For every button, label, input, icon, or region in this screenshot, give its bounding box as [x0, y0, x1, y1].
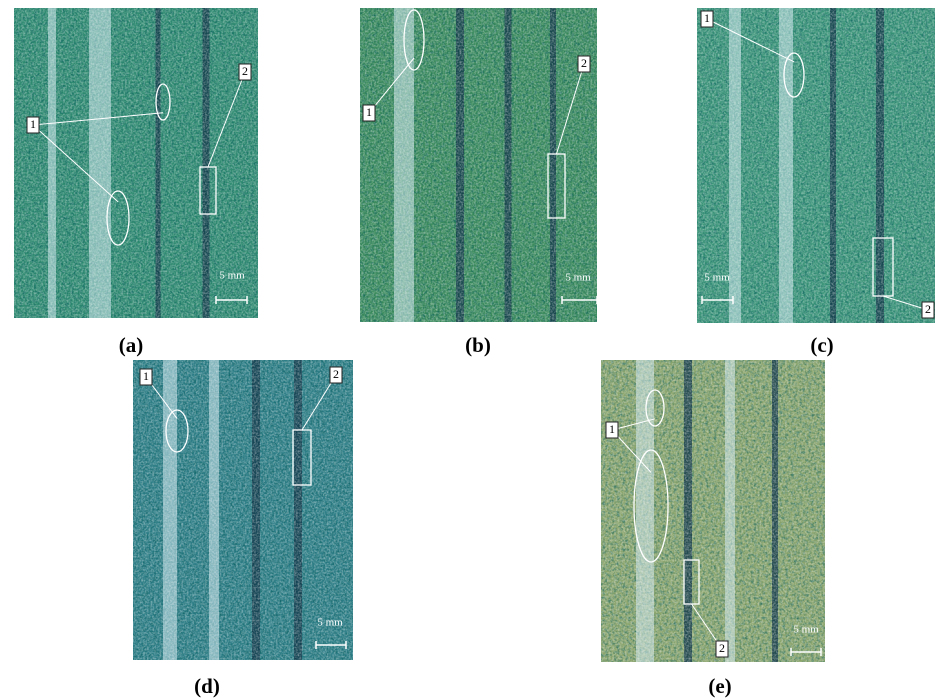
scale-label: 5 mm	[317, 617, 343, 629]
marker-label: 1	[143, 369, 149, 383]
marker-label: 2	[581, 56, 587, 70]
panel-caption: (e)	[708, 674, 731, 698]
figure: 1 2 5 mm (a) 1 2 5 mm (b) 1 2 5 mm (c) 1 2 5 mm (d) 1 2 5 …	[0, 0, 935, 700]
marker-label: 2	[719, 641, 725, 655]
scale-label: 5 mm	[793, 624, 819, 636]
photo-panel	[133, 360, 353, 660]
marker-label: 1	[366, 105, 372, 119]
photo-speckle	[697, 8, 935, 323]
marker-label: 2	[925, 302, 931, 316]
marker-label: 2	[333, 367, 339, 381]
photo-speckle	[360, 8, 597, 322]
scale-label: 5 mm	[219, 270, 245, 282]
photo-panel	[697, 8, 935, 323]
scale-label: 5 mm	[565, 272, 591, 284]
panel-caption: (c)	[810, 333, 833, 357]
photo-speckle	[133, 360, 353, 660]
panel-caption: (d)	[194, 674, 220, 698]
panel-caption: (b)	[465, 333, 491, 357]
photo-panel	[360, 8, 597, 322]
marker-label: 1	[30, 117, 36, 131]
scale-label: 5 mm	[704, 272, 730, 284]
marker-label: 1	[609, 422, 615, 436]
marker-label: 2	[242, 64, 248, 78]
marker-label: 1	[704, 11, 710, 25]
panel-caption: (a)	[119, 333, 144, 357]
